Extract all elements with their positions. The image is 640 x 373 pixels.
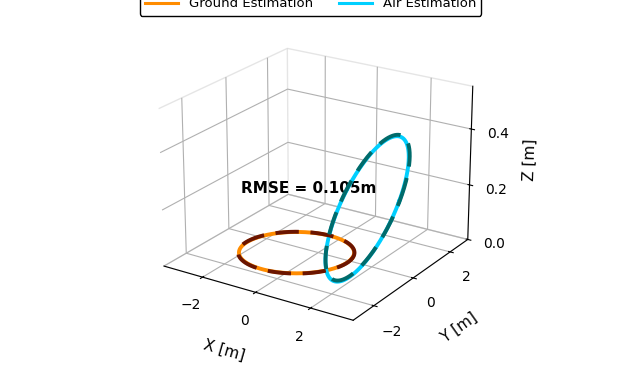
Legend: Ground Reference, Ground Estimation, Air Reference, Air Estimation: Ground Reference, Ground Estimation, Air… [140, 0, 481, 16]
Y-axis label: Y [m]: Y [m] [438, 310, 481, 345]
X-axis label: X [m]: X [m] [202, 337, 247, 363]
